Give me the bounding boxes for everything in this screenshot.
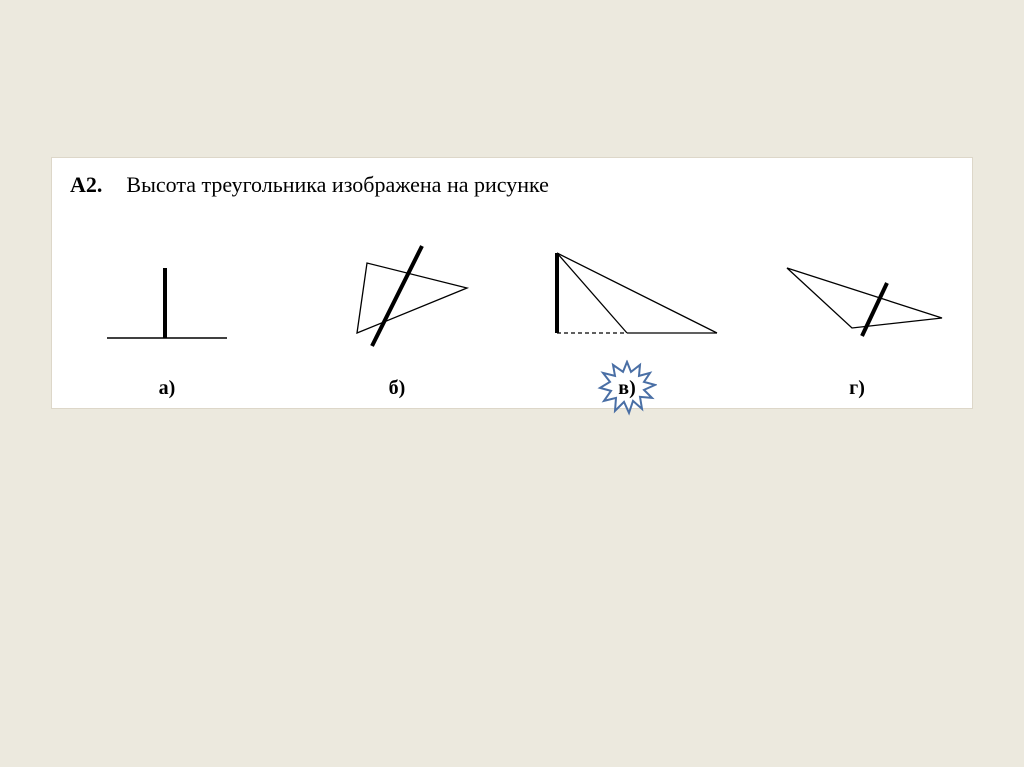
- label-a-text: а): [159, 377, 176, 399]
- figure-a-svg: [87, 238, 247, 358]
- question-text: Высота треугольника изображена на рисунк…: [126, 172, 549, 198]
- figure-b: [282, 218, 512, 358]
- question-row: A2. Высота треугольника изображена на ри…: [52, 158, 972, 198]
- figure-b-svg: [297, 228, 497, 358]
- label-b-text: б): [389, 377, 406, 399]
- question-number: A2.: [70, 172, 102, 198]
- label-v: в): [512, 377, 742, 400]
- label-g-text: г): [849, 377, 865, 399]
- figure-g: [742, 218, 972, 358]
- figures-row: [52, 218, 972, 358]
- label-a: а): [52, 377, 282, 400]
- figure-a: [52, 218, 282, 358]
- figure-g-svg: [757, 228, 957, 358]
- question-card: A2. Высота треугольника изображена на ри…: [52, 158, 972, 408]
- labels-row: а) б) в) г): [52, 377, 972, 400]
- figure-v-svg: [517, 228, 737, 358]
- label-v-text: в): [618, 377, 635, 399]
- label-g: г): [742, 377, 972, 400]
- figure-v: [512, 218, 742, 358]
- label-b: б): [282, 377, 512, 400]
